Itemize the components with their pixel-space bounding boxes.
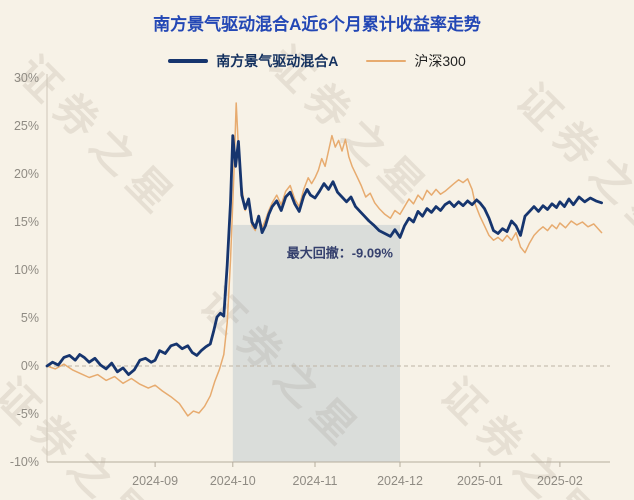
series-line-fund (45, 134, 603, 377)
series-line-index (46, 102, 603, 417)
legend-label-index: 沪深300 (414, 53, 466, 69)
x-tick-label: 2025-02 (537, 474, 583, 488)
y-tick-label: -5% (17, 407, 39, 421)
x-tick-label: 2024-09 (132, 474, 178, 488)
y-tick-label: 30% (14, 71, 39, 85)
y-tick-label: 15% (14, 215, 39, 229)
y-tick-label: 5% (21, 311, 39, 325)
y-tick-label: 0% (21, 359, 39, 373)
y-tick-label: 10% (14, 263, 39, 277)
chart-legend: 南方景气驱动混合A 沪深300 (0, 51, 634, 71)
chart-title: 南方景气驱动混合A近6个月累计收益率走势 (153, 15, 481, 34)
x-tick-label: 2024-12 (377, 474, 423, 488)
x-tick-label: 2025-01 (457, 474, 503, 488)
index-line-swatch (366, 60, 407, 62)
y-tick-label: -10% (10, 455, 39, 469)
y-tick-label: 20% (14, 167, 39, 181)
max-drawdown-annotation: 最大回撤：-9.09% (287, 246, 394, 261)
max-drawdown-region (232, 224, 400, 462)
legend-item-index: 沪深300 (366, 51, 466, 71)
x-tick-label: 2024-10 (210, 474, 256, 488)
legend-item-fund: 南方景气驱动混合A (168, 51, 338, 71)
legend-label-fund: 南方景气驱动混合A (216, 53, 339, 69)
fund-line-swatch (168, 59, 209, 63)
x-tick-label: 2024-11 (293, 474, 338, 488)
y-tick-label: 25% (14, 119, 39, 133)
